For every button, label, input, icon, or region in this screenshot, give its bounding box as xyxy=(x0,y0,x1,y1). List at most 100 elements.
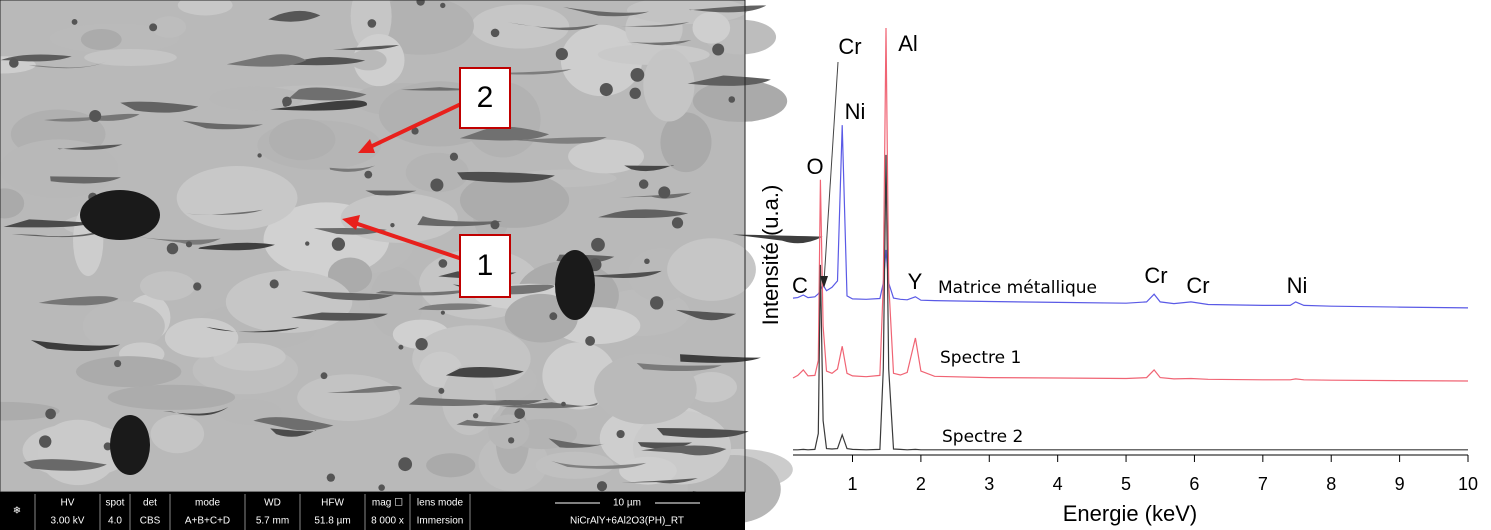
phase xyxy=(329,165,376,172)
particle xyxy=(71,19,78,25)
particle xyxy=(367,19,377,28)
particle xyxy=(630,68,645,82)
info-value: 8 000 x xyxy=(371,516,404,527)
peak-label: O xyxy=(806,154,823,179)
phase xyxy=(620,478,698,484)
info-header: HFW xyxy=(321,498,344,509)
phase xyxy=(548,438,606,448)
peak-label: Al xyxy=(898,31,918,56)
peak-label: Y xyxy=(908,269,923,294)
phase xyxy=(611,22,690,27)
spectrum-line xyxy=(792,27,1469,382)
particle xyxy=(257,153,262,158)
phase xyxy=(641,445,727,456)
series-label: Matrice métallique xyxy=(938,278,1097,298)
x-tick-label: 9 xyxy=(1395,474,1405,494)
particle xyxy=(305,241,310,246)
grain xyxy=(268,118,336,161)
phase xyxy=(182,120,263,130)
particle xyxy=(320,372,328,380)
icon: ❄ xyxy=(13,506,21,517)
phase xyxy=(598,209,689,219)
info-header: WD xyxy=(264,498,281,509)
pore xyxy=(110,415,150,475)
particle xyxy=(440,2,446,9)
series-label: Spectre 2 xyxy=(942,427,1023,447)
chart: 1 2 3 4 5 6 7 8 9 10 Energie (keV) Intensité (u.a.)… xyxy=(758,27,1478,526)
particle xyxy=(416,0,425,6)
grain xyxy=(0,401,60,421)
phase xyxy=(268,10,321,22)
x-tick-label: 6 xyxy=(1189,474,1199,494)
particle xyxy=(411,127,419,135)
phase xyxy=(418,303,493,311)
grain xyxy=(213,342,286,371)
peak-pointer-head xyxy=(820,276,828,288)
phase xyxy=(43,117,104,122)
particle xyxy=(438,259,448,268)
particle xyxy=(282,96,292,107)
peak-label: Ni xyxy=(845,99,866,124)
grain xyxy=(84,49,177,66)
spectrum-line xyxy=(793,154,1468,451)
phase xyxy=(301,291,394,301)
particle xyxy=(166,242,179,255)
pore xyxy=(555,250,595,320)
grain xyxy=(150,414,205,454)
particle xyxy=(9,58,19,68)
grain xyxy=(459,172,570,228)
info-value: 3.00 kV xyxy=(51,516,85,527)
particle xyxy=(549,312,558,321)
phase xyxy=(365,190,417,196)
grain xyxy=(139,271,196,301)
particle xyxy=(650,296,664,310)
phase xyxy=(550,460,647,469)
phase xyxy=(120,101,199,113)
scale-bg xyxy=(600,497,655,509)
particle xyxy=(438,387,445,394)
phase xyxy=(507,22,599,31)
peak-label: C xyxy=(792,273,808,298)
grain xyxy=(75,356,182,388)
particle xyxy=(390,222,395,228)
grain xyxy=(405,152,469,193)
sample-name: NiCrAlY+6Al2O3(PH)_RT xyxy=(570,516,684,527)
info-header: HV xyxy=(61,498,75,509)
grain xyxy=(369,266,423,338)
arrow xyxy=(351,220,481,267)
particle xyxy=(45,408,56,420)
grain xyxy=(594,353,697,425)
phase xyxy=(688,5,767,13)
x-tick-label: 2 xyxy=(916,474,926,494)
particle xyxy=(39,435,52,448)
grain xyxy=(177,0,233,16)
particle xyxy=(449,152,459,161)
phase xyxy=(624,165,674,172)
info-header: spot xyxy=(106,498,125,509)
phase xyxy=(313,228,387,235)
info-bar-texts: ❄ HV 3.00 kV spot 4.0 det CBS mode A+B+C+D WD 5.7 … xyxy=(13,494,700,530)
label: 1 xyxy=(477,249,494,282)
grain xyxy=(0,188,25,219)
phase xyxy=(0,54,72,62)
phase xyxy=(626,40,692,46)
phase xyxy=(409,397,504,407)
particle xyxy=(671,217,684,229)
label-box xyxy=(459,67,511,129)
particle xyxy=(644,258,650,265)
phase xyxy=(732,234,823,244)
grain xyxy=(225,270,353,333)
sem-texture xyxy=(0,0,823,524)
peak-pointer xyxy=(823,61,839,283)
info-value: CBS xyxy=(140,516,161,527)
phase xyxy=(270,428,317,437)
label: 2 xyxy=(477,81,494,114)
phase xyxy=(636,362,722,372)
phase xyxy=(375,289,472,296)
phase xyxy=(656,428,749,438)
phase xyxy=(501,402,598,409)
particle xyxy=(591,237,605,252)
phase xyxy=(332,45,400,51)
phase xyxy=(198,242,275,251)
